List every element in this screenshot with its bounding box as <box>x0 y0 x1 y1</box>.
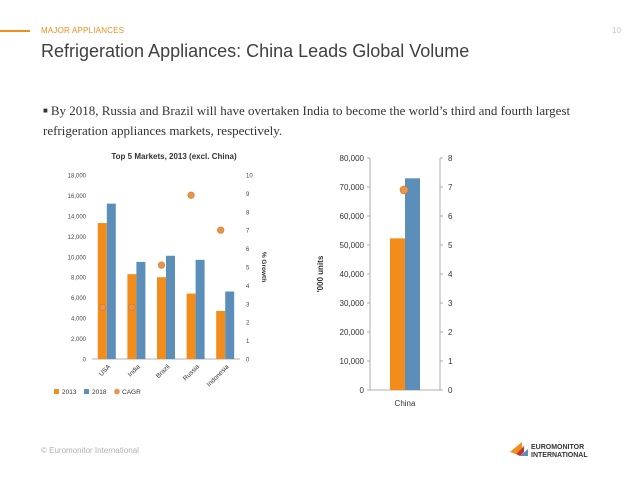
y2-tick-label: 8 <box>448 154 453 163</box>
y-tick-label: 12,000 <box>68 235 87 241</box>
legend-swatch-2013 <box>54 389 59 394</box>
y-tick-label: 18,000 <box>68 174 87 180</box>
y-tick-label: 10,000 <box>340 357 365 366</box>
page-title: Refrigeration Appliances: China Leads Gl… <box>41 41 470 61</box>
y-tick-label: 0 <box>360 386 365 395</box>
y-tick-label: 8,000 <box>71 276 87 282</box>
y-tick-label: 16,000 <box>68 194 87 200</box>
bar-2013 <box>216 310 226 359</box>
cagr-point <box>217 226 225 234</box>
legend-label-2018: 2018 <box>92 389 107 396</box>
cagr-point <box>157 261 166 269</box>
legend-label-2013: 2013 <box>62 389 77 396</box>
x-tick-label: Brazil <box>155 363 172 380</box>
y2-tick-label: 10 <box>246 174 253 180</box>
y2-tick-label: 3 <box>448 299 453 308</box>
cagr-point <box>98 303 106 312</box>
page-number: 10 <box>612 26 621 35</box>
y2-tick-label: 1 <box>246 339 250 345</box>
top5-markets-chart: Top 5 Markets, 2013 (excl. China) 0 2,000 4… <box>54 152 267 396</box>
y-axis-label: '000 units <box>316 255 325 292</box>
bar-2018 <box>225 291 235 359</box>
bar-2018 <box>405 178 420 390</box>
x-tick-label: Russia <box>182 363 201 382</box>
cagr-point <box>399 185 409 195</box>
y2-tick-label: 5 <box>246 266 250 272</box>
euromonitor-logo: EUROMONITOR INTERNATIONAL <box>510 442 588 459</box>
y2-tick-label: 7 <box>246 229 250 235</box>
y-tick-label: 20,000 <box>340 328 365 337</box>
y-tick-label: 4,000 <box>71 317 87 323</box>
logo-mark-icon <box>510 442 528 456</box>
header-accent-bar <box>0 30 30 32</box>
square-bullet-icon: ■ <box>43 106 48 115</box>
y2-tick-label: 8 <box>246 210 250 216</box>
y-tick-label: 40,000 <box>340 270 365 279</box>
y2-tick-label: 9 <box>246 192 250 198</box>
bar-2018 <box>166 255 175 359</box>
y2-axis-label: % Growth <box>260 252 267 282</box>
y-tick-label: 6,000 <box>71 296 87 302</box>
bar-2018 <box>195 259 205 359</box>
bar-2018 <box>106 203 116 359</box>
legend-label-cagr: CAGR <box>122 389 141 396</box>
bar-2013 <box>157 277 166 359</box>
bullet-text: By 2018, Russia and Brazil will have ove… <box>43 103 571 138</box>
y-tick-label: 14,000 <box>68 214 87 220</box>
legend-marker-cagr <box>114 388 120 395</box>
bullet-point: ■ By 2018, Russia and Brazil will have ov… <box>43 101 603 141</box>
y-tick-label: 2,000 <box>71 337 87 343</box>
y-tick-label: 50,000 <box>340 241 365 250</box>
x-tick-label: India <box>127 363 142 378</box>
y2-tick-label: 4 <box>246 284 250 290</box>
y2-tick-label: 6 <box>448 212 453 221</box>
y2-tick-label: 0 <box>246 358 250 364</box>
cagr-point <box>187 191 195 199</box>
logo-line2: INTERNATIONAL <box>531 452 588 459</box>
y2-tick-label: 2 <box>448 328 453 337</box>
y-tick-label: 30,000 <box>340 299 365 308</box>
footer-copyright: © Euromonitor International <box>41 446 139 455</box>
y2-tick-label: 6 <box>246 247 250 253</box>
bar-2013 <box>127 274 137 359</box>
legend-swatch-2018 <box>84 389 89 394</box>
y-tick-label: 0 <box>83 358 87 364</box>
x-tick-label: Indonesia <box>206 363 231 388</box>
y2-tick-label: 3 <box>246 302 250 308</box>
cagr-point <box>128 303 136 312</box>
y2-tick-label: 2 <box>246 321 250 327</box>
y2-tick-label: 7 <box>448 183 453 192</box>
chart-title: Top 5 Markets, 2013 (excl. China) <box>111 152 237 161</box>
y-tick-label: 80,000 <box>340 154 365 163</box>
y-tick-label: 70,000 <box>340 183 365 192</box>
y-tick-label: 10,000 <box>68 255 87 261</box>
y-tick-label: 60,000 <box>340 212 365 221</box>
bar-2013 <box>97 223 107 359</box>
bar-2018 <box>136 261 146 359</box>
bar-2013 <box>390 238 405 390</box>
x-tick-label: USA <box>98 363 113 378</box>
y2-tick-label: 1 <box>448 357 453 366</box>
section-label: MAJOR APPLIANCES <box>41 26 125 35</box>
logo-line1: EUROMONITOR <box>531 444 584 451</box>
y2-tick-label: 4 <box>448 270 453 279</box>
y2-tick-label: 0 <box>448 386 453 395</box>
x-tick-label: China <box>395 399 416 408</box>
china-chart: 0 10,000 20,000 30,000 40,000 50,000 60,000 70,… <box>316 154 453 408</box>
y2-tick-label: 5 <box>448 241 453 250</box>
bar-2013 <box>186 293 196 359</box>
